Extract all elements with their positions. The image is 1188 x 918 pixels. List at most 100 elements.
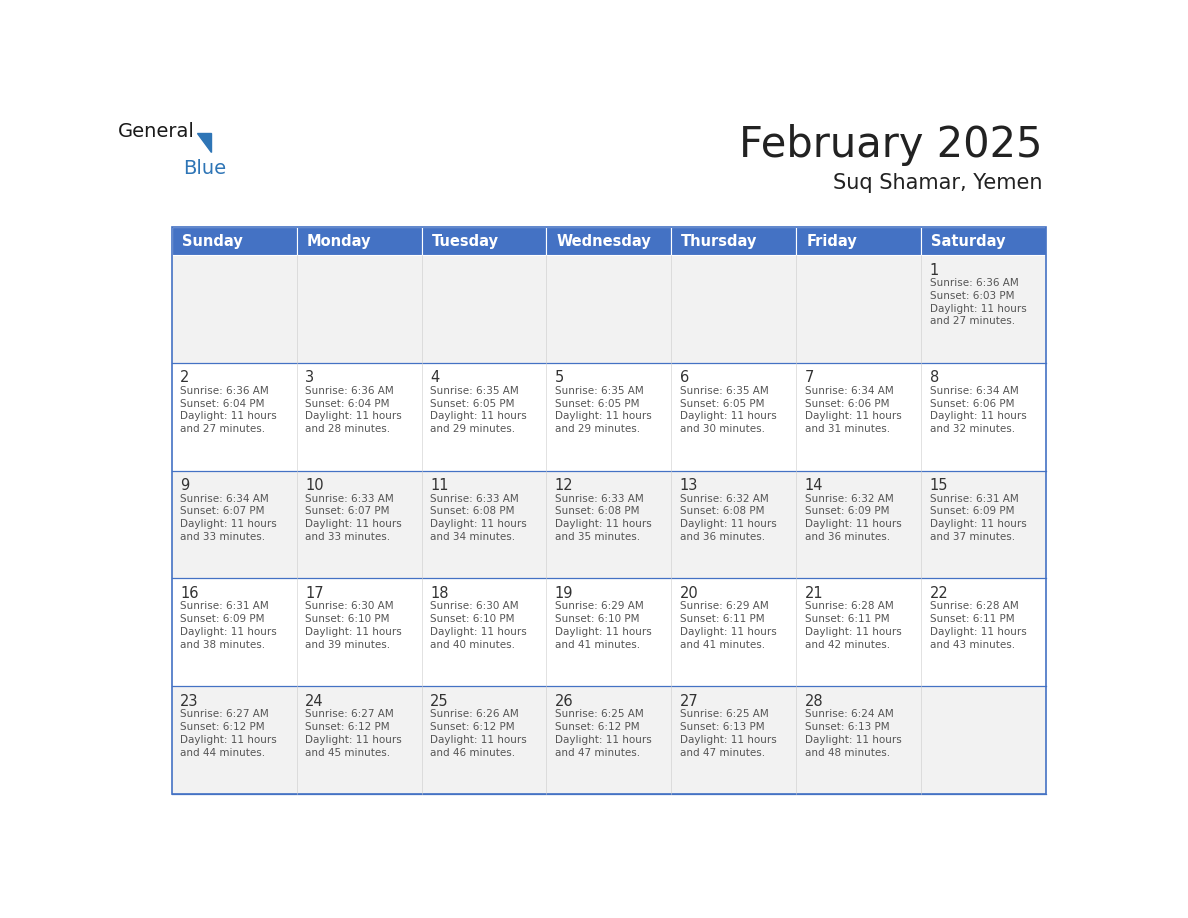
Text: Sunrise: 6:36 AM
Sunset: 6:04 PM
Daylight: 11 hours
and 28 minutes.: Sunrise: 6:36 AM Sunset: 6:04 PM Dayligh… — [305, 386, 402, 434]
Bar — [921, 255, 1045, 363]
Text: Sunrise: 6:25 AM
Sunset: 6:12 PM
Daylight: 11 hours
and 47 minutes.: Sunrise: 6:25 AM Sunset: 6:12 PM Dayligh… — [555, 710, 652, 757]
Bar — [546, 471, 671, 578]
Text: 1: 1 — [929, 263, 939, 277]
Text: 7: 7 — [804, 371, 814, 386]
Bar — [546, 255, 671, 363]
Bar — [546, 363, 671, 471]
Text: Suq Shamar, Yemen: Suq Shamar, Yemen — [833, 174, 1042, 194]
Bar — [172, 578, 297, 686]
Text: 10: 10 — [305, 478, 324, 493]
Text: Sunrise: 6:25 AM
Sunset: 6:13 PM
Daylight: 11 hours
and 47 minutes.: Sunrise: 6:25 AM Sunset: 6:13 PM Dayligh… — [680, 710, 777, 757]
Text: 2: 2 — [181, 371, 190, 386]
Text: 26: 26 — [555, 694, 574, 709]
Bar — [172, 255, 297, 363]
Text: 5: 5 — [555, 371, 564, 386]
Text: 4: 4 — [430, 371, 440, 386]
Bar — [422, 227, 546, 255]
Text: Sunrise: 6:33 AM
Sunset: 6:08 PM
Daylight: 11 hours
and 34 minutes.: Sunrise: 6:33 AM Sunset: 6:08 PM Dayligh… — [430, 494, 526, 542]
Bar — [921, 471, 1045, 578]
Text: 15: 15 — [929, 478, 948, 493]
Text: Sunrise: 6:31 AM
Sunset: 6:09 PM
Daylight: 11 hours
and 37 minutes.: Sunrise: 6:31 AM Sunset: 6:09 PM Dayligh… — [929, 494, 1026, 542]
Text: Sunrise: 6:36 AM
Sunset: 6:03 PM
Daylight: 11 hours
and 27 minutes.: Sunrise: 6:36 AM Sunset: 6:03 PM Dayligh… — [929, 278, 1026, 327]
Text: 22: 22 — [929, 586, 948, 601]
Bar — [671, 227, 796, 255]
Text: Sunrise: 6:24 AM
Sunset: 6:13 PM
Daylight: 11 hours
and 48 minutes.: Sunrise: 6:24 AM Sunset: 6:13 PM Dayligh… — [804, 710, 902, 757]
Text: Wednesday: Wednesday — [556, 233, 651, 249]
Bar — [172, 227, 1045, 794]
Text: February 2025: February 2025 — [739, 124, 1042, 166]
Bar — [172, 686, 297, 794]
Text: 9: 9 — [181, 478, 190, 493]
Text: Sunrise: 6:28 AM
Sunset: 6:11 PM
Daylight: 11 hours
and 42 minutes.: Sunrise: 6:28 AM Sunset: 6:11 PM Dayligh… — [804, 601, 902, 650]
Text: Sunrise: 6:33 AM
Sunset: 6:07 PM
Daylight: 11 hours
and 33 minutes.: Sunrise: 6:33 AM Sunset: 6:07 PM Dayligh… — [305, 494, 402, 542]
Bar — [921, 686, 1045, 794]
Text: Sunrise: 6:34 AM
Sunset: 6:06 PM
Daylight: 11 hours
and 32 minutes.: Sunrise: 6:34 AM Sunset: 6:06 PM Dayligh… — [929, 386, 1026, 434]
Text: Sunrise: 6:35 AM
Sunset: 6:05 PM
Daylight: 11 hours
and 29 minutes.: Sunrise: 6:35 AM Sunset: 6:05 PM Dayligh… — [555, 386, 652, 434]
Text: 14: 14 — [804, 478, 823, 493]
Text: Sunrise: 6:32 AM
Sunset: 6:09 PM
Daylight: 11 hours
and 36 minutes.: Sunrise: 6:32 AM Sunset: 6:09 PM Dayligh… — [804, 494, 902, 542]
Text: Sunrise: 6:34 AM
Sunset: 6:07 PM
Daylight: 11 hours
and 33 minutes.: Sunrise: 6:34 AM Sunset: 6:07 PM Dayligh… — [181, 494, 277, 542]
Text: Sunrise: 6:29 AM
Sunset: 6:11 PM
Daylight: 11 hours
and 41 minutes.: Sunrise: 6:29 AM Sunset: 6:11 PM Dayligh… — [680, 601, 777, 650]
Text: 8: 8 — [929, 371, 939, 386]
Text: 3: 3 — [305, 371, 315, 386]
Text: Sunday: Sunday — [182, 233, 242, 249]
Text: Sunrise: 6:35 AM
Sunset: 6:05 PM
Daylight: 11 hours
and 30 minutes.: Sunrise: 6:35 AM Sunset: 6:05 PM Dayligh… — [680, 386, 777, 434]
Text: 21: 21 — [804, 586, 823, 601]
Bar — [671, 686, 796, 794]
Text: 11: 11 — [430, 478, 449, 493]
Text: 28: 28 — [804, 694, 823, 709]
Text: Sunrise: 6:30 AM
Sunset: 6:10 PM
Daylight: 11 hours
and 40 minutes.: Sunrise: 6:30 AM Sunset: 6:10 PM Dayligh… — [430, 601, 526, 650]
Bar — [796, 363, 921, 471]
Bar — [297, 578, 422, 686]
Text: Blue: Blue — [183, 160, 226, 178]
Bar — [546, 578, 671, 686]
Bar — [172, 471, 297, 578]
Text: Sunrise: 6:35 AM
Sunset: 6:05 PM
Daylight: 11 hours
and 29 minutes.: Sunrise: 6:35 AM Sunset: 6:05 PM Dayligh… — [430, 386, 526, 434]
Bar — [297, 471, 422, 578]
Bar — [422, 471, 546, 578]
Text: Sunrise: 6:27 AM
Sunset: 6:12 PM
Daylight: 11 hours
and 45 minutes.: Sunrise: 6:27 AM Sunset: 6:12 PM Dayligh… — [305, 710, 402, 757]
Bar — [671, 255, 796, 363]
Text: Sunrise: 6:26 AM
Sunset: 6:12 PM
Daylight: 11 hours
and 46 minutes.: Sunrise: 6:26 AM Sunset: 6:12 PM Dayligh… — [430, 710, 526, 757]
Bar — [796, 255, 921, 363]
Text: 24: 24 — [305, 694, 324, 709]
Bar — [297, 255, 422, 363]
Text: 25: 25 — [430, 694, 449, 709]
Text: Sunrise: 6:32 AM
Sunset: 6:08 PM
Daylight: 11 hours
and 36 minutes.: Sunrise: 6:32 AM Sunset: 6:08 PM Dayligh… — [680, 494, 777, 542]
Text: 18: 18 — [430, 586, 449, 601]
Text: Sunrise: 6:29 AM
Sunset: 6:10 PM
Daylight: 11 hours
and 41 minutes.: Sunrise: 6:29 AM Sunset: 6:10 PM Dayligh… — [555, 601, 652, 650]
Bar — [921, 578, 1045, 686]
Text: Sunrise: 6:30 AM
Sunset: 6:10 PM
Daylight: 11 hours
and 39 minutes.: Sunrise: 6:30 AM Sunset: 6:10 PM Dayligh… — [305, 601, 402, 650]
Text: 12: 12 — [555, 478, 574, 493]
Bar — [422, 578, 546, 686]
Bar — [422, 686, 546, 794]
Bar — [172, 363, 297, 471]
Bar — [796, 686, 921, 794]
Bar — [671, 363, 796, 471]
Bar — [921, 363, 1045, 471]
Bar — [546, 227, 671, 255]
Bar — [671, 471, 796, 578]
Text: Thursday: Thursday — [682, 233, 758, 249]
Text: Saturday: Saturday — [931, 233, 1005, 249]
Polygon shape — [197, 133, 211, 151]
Text: 27: 27 — [680, 694, 699, 709]
Text: 17: 17 — [305, 586, 324, 601]
Bar — [671, 578, 796, 686]
Bar — [796, 578, 921, 686]
Text: Friday: Friday — [807, 233, 857, 249]
Bar — [297, 227, 422, 255]
Text: Sunrise: 6:31 AM
Sunset: 6:09 PM
Daylight: 11 hours
and 38 minutes.: Sunrise: 6:31 AM Sunset: 6:09 PM Dayligh… — [181, 601, 277, 650]
Text: 23: 23 — [181, 694, 198, 709]
Bar — [921, 227, 1045, 255]
Text: Sunrise: 6:28 AM
Sunset: 6:11 PM
Daylight: 11 hours
and 43 minutes.: Sunrise: 6:28 AM Sunset: 6:11 PM Dayligh… — [929, 601, 1026, 650]
Text: 20: 20 — [680, 586, 699, 601]
Bar — [297, 686, 422, 794]
Text: Monday: Monday — [307, 233, 371, 249]
Text: Sunrise: 6:33 AM
Sunset: 6:08 PM
Daylight: 11 hours
and 35 minutes.: Sunrise: 6:33 AM Sunset: 6:08 PM Dayligh… — [555, 494, 652, 542]
Text: 6: 6 — [680, 371, 689, 386]
Bar — [297, 363, 422, 471]
Text: Tuesday: Tuesday — [431, 233, 499, 249]
Text: 16: 16 — [181, 586, 198, 601]
Text: Sunrise: 6:27 AM
Sunset: 6:12 PM
Daylight: 11 hours
and 44 minutes.: Sunrise: 6:27 AM Sunset: 6:12 PM Dayligh… — [181, 710, 277, 757]
